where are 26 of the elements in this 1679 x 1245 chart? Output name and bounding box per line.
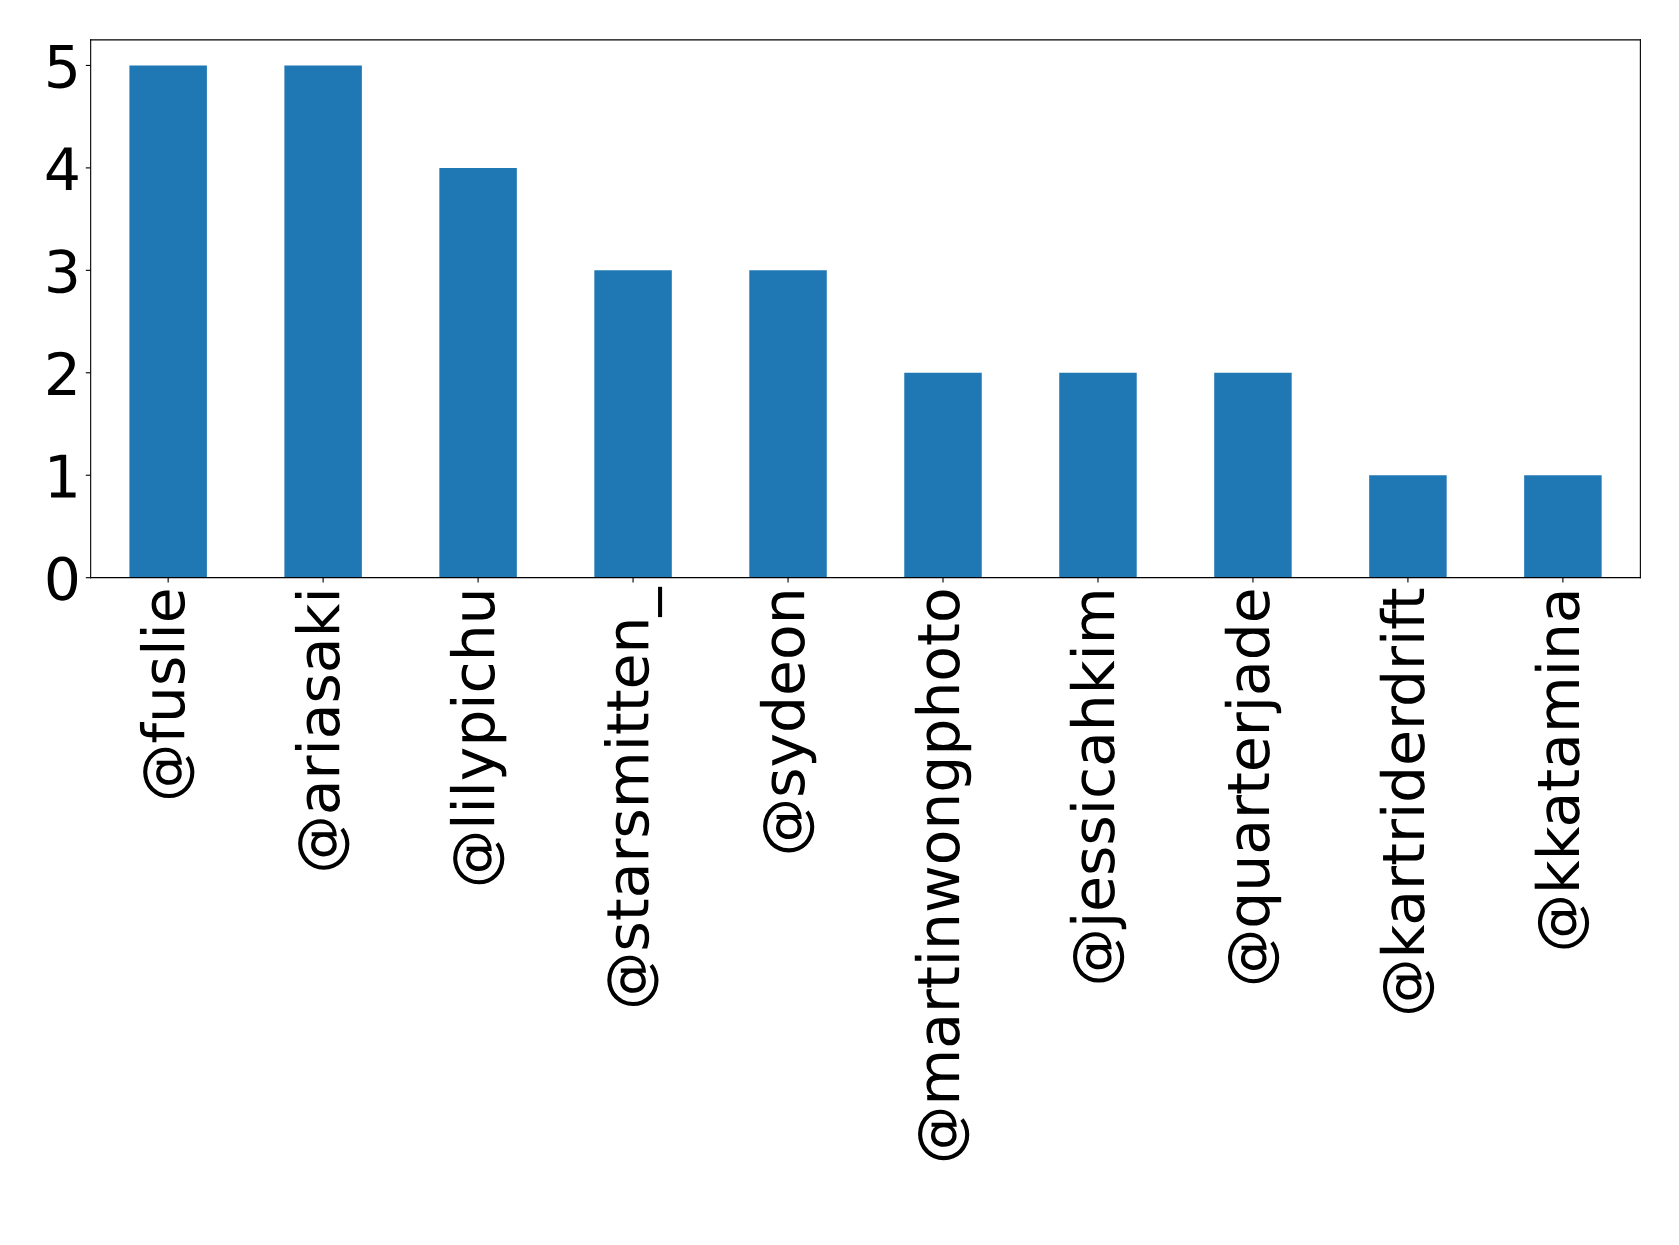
x-tick-label: @ariasaki	[294, 592, 350, 870]
y-tick-label: 5	[48, 45, 76, 89]
bar	[1369, 475, 1447, 578]
x-tick-label: @lilypichu	[449, 592, 507, 885]
x-tick-label: @starsmitten_	[604, 586, 663, 1007]
y-tick-label: 4	[46, 147, 78, 191]
bar	[284, 65, 362, 578]
x-tick-label: @quarterjade	[1224, 590, 1282, 984]
x-tick-label: @martinwongphoto	[914, 590, 972, 1161]
y-tick-label: 0	[47, 556, 78, 601]
y-tick-label: 3	[48, 249, 77, 294]
x-tick-label: @sydeon	[759, 592, 817, 853]
y-tick-label: 2	[48, 351, 76, 395]
x-tick-label: @kartriderdrift	[1379, 588, 1435, 1013]
bar	[749, 270, 827, 578]
bar	[1059, 372, 1137, 578]
bar	[1524, 475, 1602, 578]
bar	[594, 270, 672, 578]
x-tick-label: @jessicahkim	[1069, 592, 1127, 983]
bar	[904, 372, 982, 578]
y-tick-label: 1	[50, 454, 76, 498]
bar	[1214, 372, 1292, 578]
bar	[439, 167, 517, 578]
x-tick-label: @kkatamina	[1534, 592, 1590, 949]
x-tick-label: @fuslie	[139, 590, 195, 799]
bar	[129, 65, 207, 578]
